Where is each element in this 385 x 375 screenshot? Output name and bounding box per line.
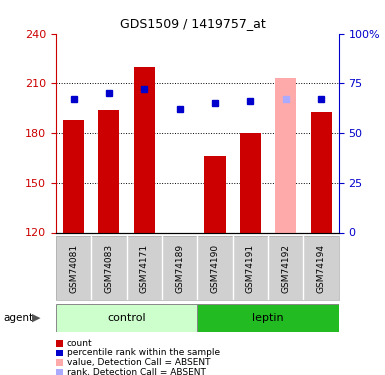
Text: GSM74083: GSM74083 <box>104 244 114 292</box>
Text: GDS1509 / 1419757_at: GDS1509 / 1419757_at <box>120 17 265 30</box>
Text: GSM74171: GSM74171 <box>140 244 149 292</box>
FancyBboxPatch shape <box>197 304 339 332</box>
Text: agent: agent <box>4 313 34 323</box>
Text: control: control <box>107 313 146 323</box>
Bar <box>63 120 84 232</box>
Text: ▶: ▶ <box>32 313 41 323</box>
Text: percentile rank within the sample: percentile rank within the sample <box>67 348 220 357</box>
Bar <box>134 67 155 232</box>
Bar <box>204 156 226 232</box>
Text: value, Detection Call = ABSENT: value, Detection Call = ABSENT <box>67 358 210 367</box>
Text: GSM74192: GSM74192 <box>281 244 290 292</box>
FancyBboxPatch shape <box>56 304 197 332</box>
Text: GSM74190: GSM74190 <box>211 244 219 292</box>
Bar <box>275 78 296 232</box>
Text: GSM74189: GSM74189 <box>175 244 184 292</box>
Text: GSM74191: GSM74191 <box>246 244 255 292</box>
Text: rank, Detection Call = ABSENT: rank, Detection Call = ABSENT <box>67 368 206 375</box>
Bar <box>311 112 332 232</box>
Bar <box>98 110 119 232</box>
Text: GSM74081: GSM74081 <box>69 244 78 292</box>
Bar <box>240 133 261 232</box>
Text: count: count <box>67 339 92 348</box>
Text: GSM74194: GSM74194 <box>316 244 326 292</box>
Text: leptin: leptin <box>252 313 284 323</box>
